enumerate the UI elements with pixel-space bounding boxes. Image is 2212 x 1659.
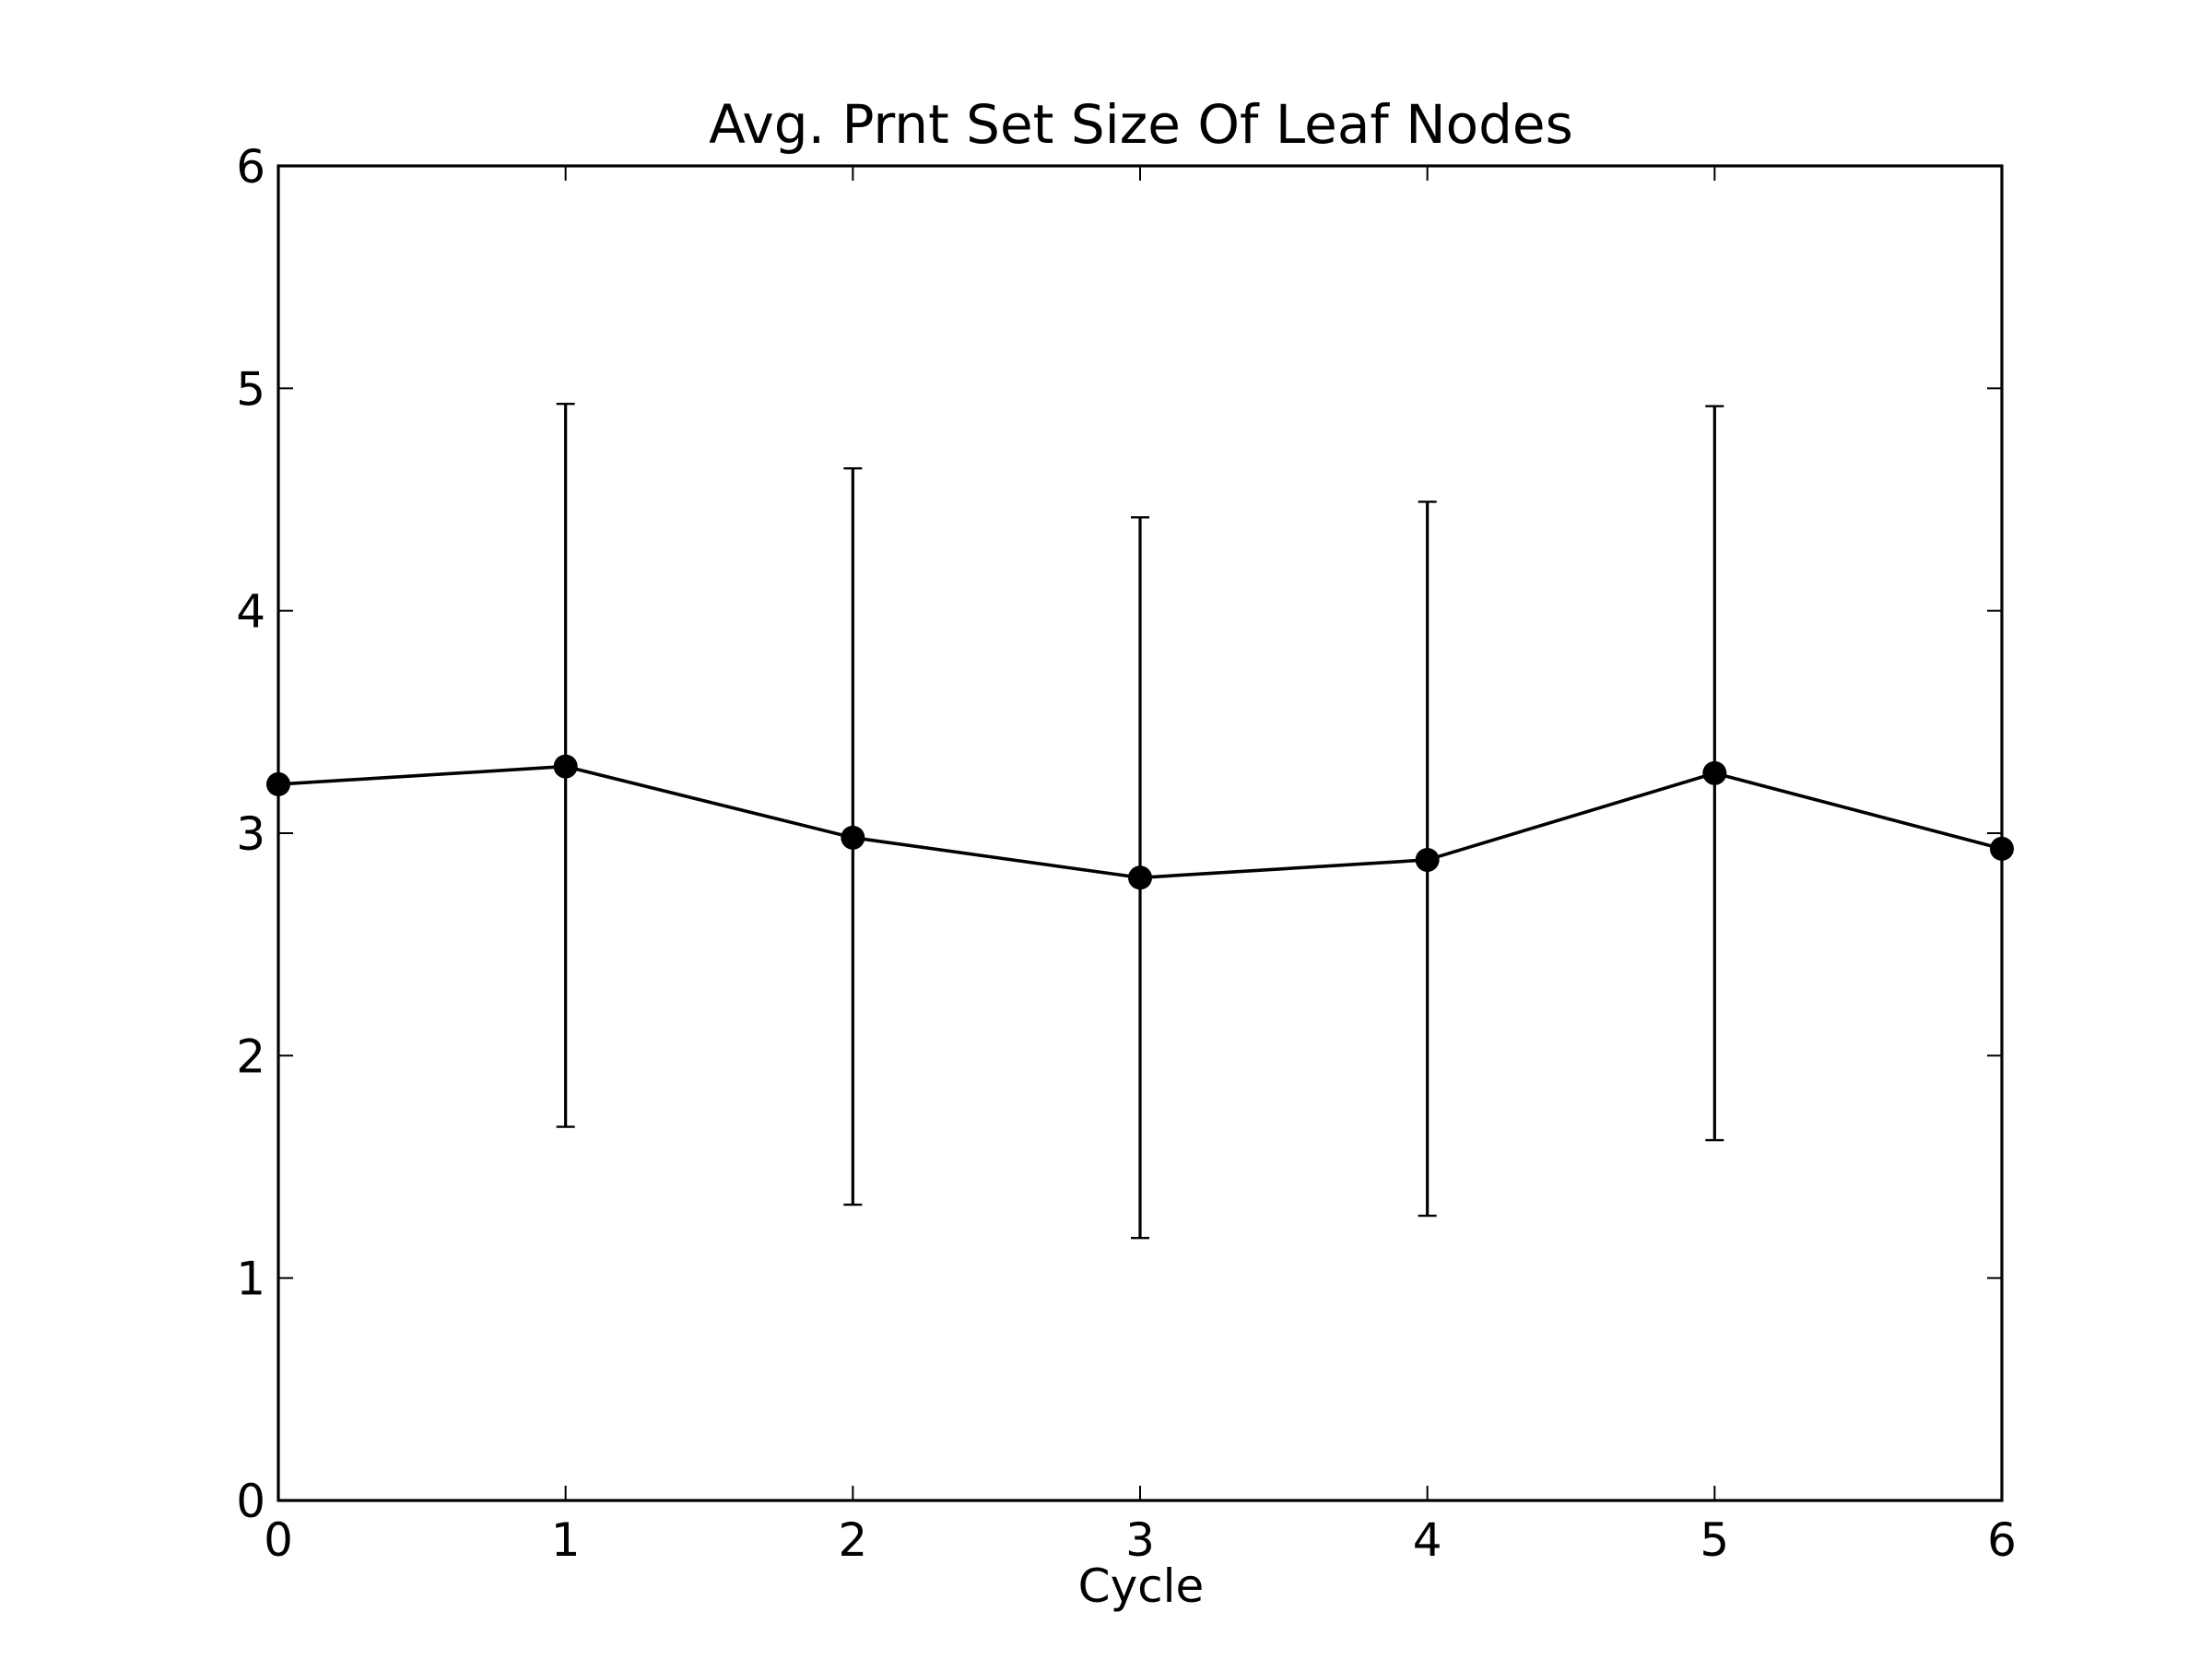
data-point (1415, 847, 1440, 872)
y-tick-label: 1 (236, 1253, 265, 1306)
x-tick-label: 5 (1700, 1513, 1729, 1567)
y-tick-label: 6 (236, 140, 265, 194)
data-point (553, 754, 578, 779)
data-point (841, 825, 865, 850)
plot-area: 0 1 2 3 4 5 6 0 1 2 3 4 5 6 (236, 140, 2017, 1567)
data-point (1128, 865, 1152, 890)
data-point (1702, 760, 1727, 785)
x-tick-label: 2 (838, 1513, 867, 1567)
y-tick-label: 2 (236, 1030, 265, 1083)
axes-frame (276, 164, 2004, 1502)
x-tick-label: 3 (1125, 1513, 1155, 1567)
y-tick-label: 5 (236, 362, 265, 416)
x-tick-label: 6 (1987, 1513, 2017, 1567)
x-tick-label: 4 (1413, 1513, 1442, 1567)
y-tick-label: 3 (236, 807, 265, 861)
y-tick-label: 0 (236, 1475, 265, 1528)
chart-title: Avg. Prnt Set Size Of Leaf Nodes (709, 93, 1573, 156)
y-tick-label: 4 (236, 585, 265, 639)
x-tick-label: 0 (264, 1513, 293, 1567)
x-axis-label: Cycle (1078, 1559, 1205, 1613)
x-tick-label: 1 (551, 1513, 581, 1567)
